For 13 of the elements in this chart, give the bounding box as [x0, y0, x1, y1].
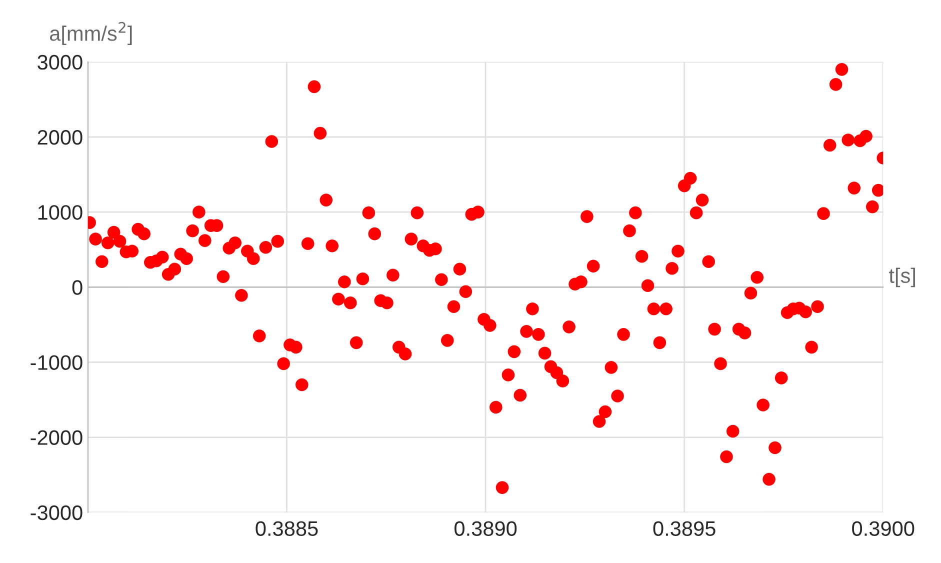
x-axis-title: t[s] — [889, 268, 915, 288]
y-axis-title: a[mm/s$^{2}$] — [50, 22, 132, 46]
y-tick-label: 2000 — [38, 130, 82, 145]
y-tick-label: 0 — [72, 280, 82, 295]
x-tick-label: 0.3895 — [653, 521, 716, 536]
y-tick-label: -2000 — [30, 430, 82, 446]
y-tick-label: -1000 — [30, 355, 82, 370]
y-tick-label: 3000 — [38, 54, 82, 70]
x-tick-label: 0.3885 — [256, 521, 318, 536]
x-tick-label: 0.3890 — [454, 521, 517, 536]
y-tick-label: -3000 — [30, 505, 82, 520]
y-tick-label: 1000 — [38, 205, 82, 220]
x-tick-label: 0.3900 — [852, 521, 914, 536]
